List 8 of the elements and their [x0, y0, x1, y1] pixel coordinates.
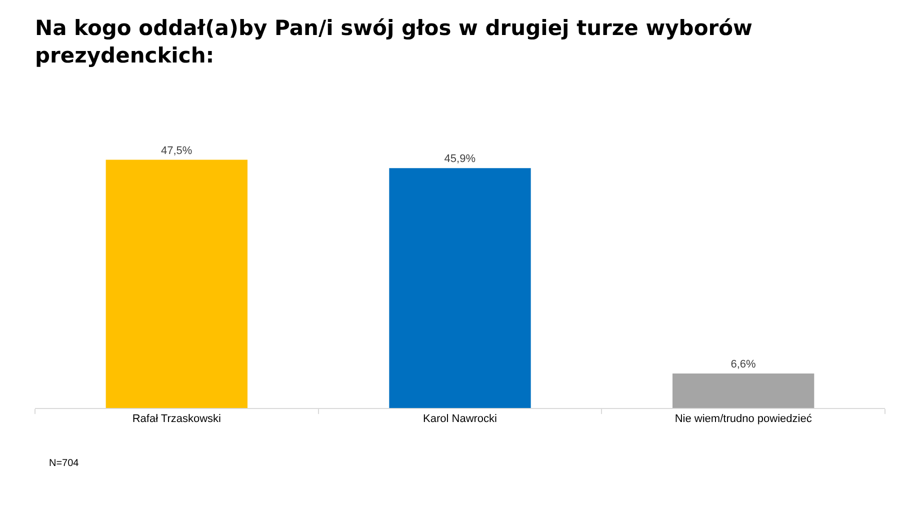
- x-tick-label: Nie wiem/trudno powiedzieć: [674, 413, 812, 426]
- data-label: 6,6%: [730, 358, 756, 371]
- data-label: 45,9%: [444, 153, 476, 166]
- text: N=704: [49, 458, 80, 469]
- x-tick-label: Rafał Trzaskowski: [132, 413, 221, 426]
- chart-title: Na kogo oddał(a)by Pan/i swój głos w drugiej turze wyborów prezydenckich:: [35, 16, 752, 68]
- x-tick-label: Karol Nawrocki: [423, 413, 497, 426]
- data-label: 47,5%: [160, 144, 192, 157]
